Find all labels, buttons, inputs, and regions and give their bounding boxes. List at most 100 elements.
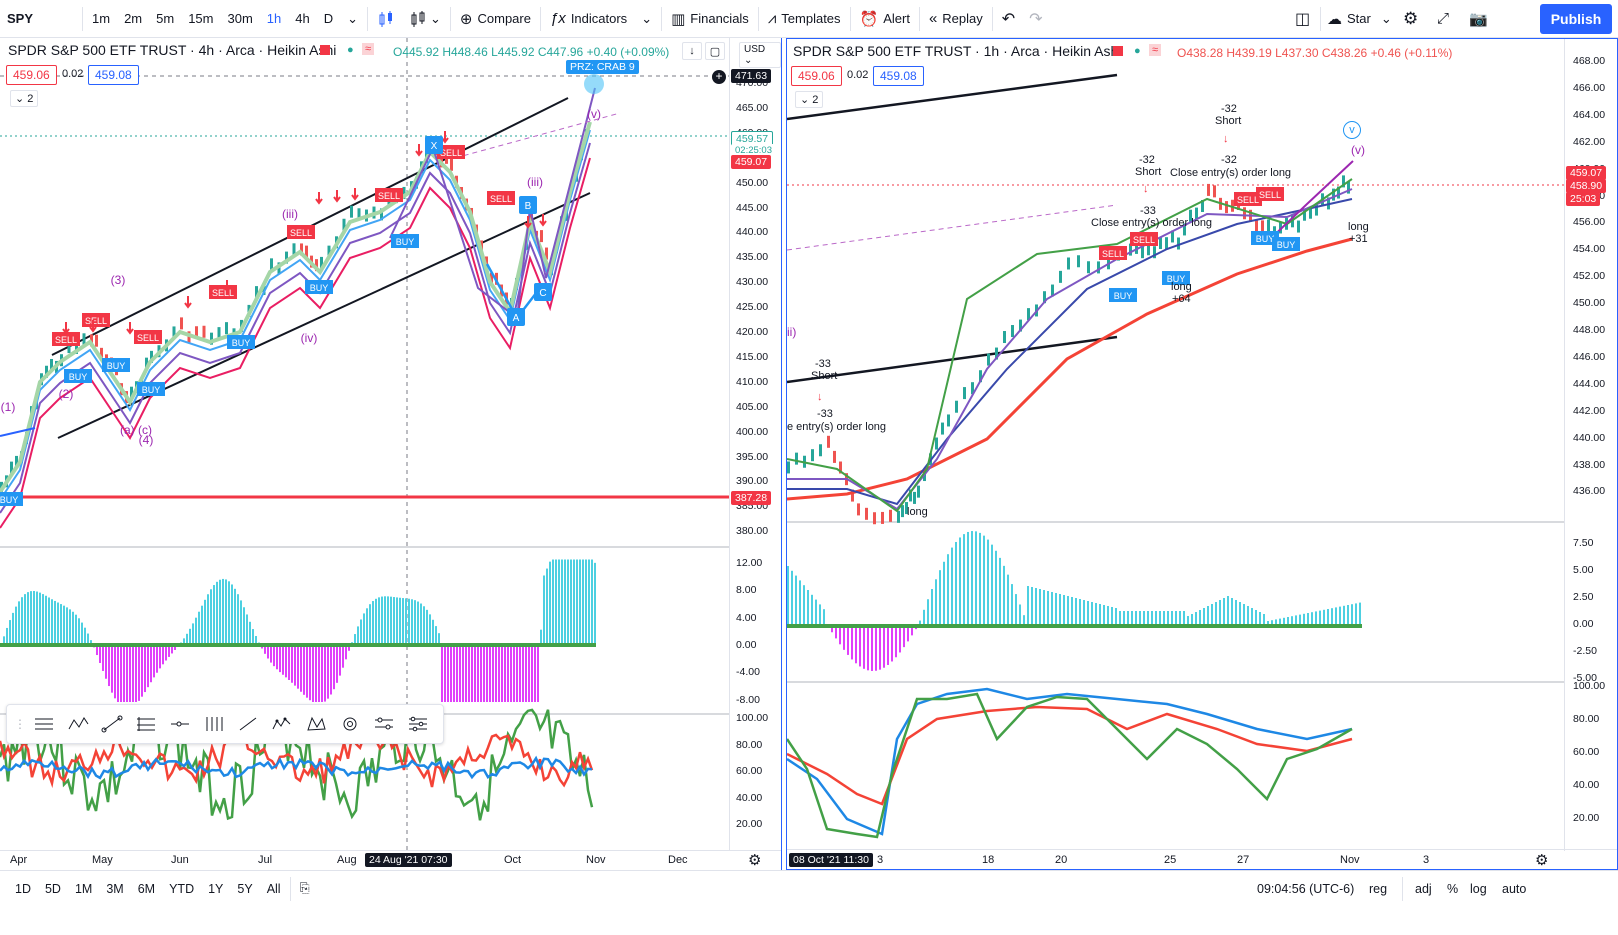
log-scale-button[interactable]: log xyxy=(1470,881,1487,896)
histogram-bar xyxy=(1159,611,1161,626)
histogram-bar xyxy=(847,626,849,655)
session-button[interactable]: reg xyxy=(1369,881,1388,896)
collapse-indicators-button[interactable]: ⌄ 2 xyxy=(795,91,824,108)
time-label: 3 xyxy=(877,854,884,866)
histogram-bar xyxy=(270,645,272,663)
xabcd-icon[interactable] xyxy=(299,709,333,739)
interval-5m[interactable]: 5m xyxy=(156,11,175,26)
interval-2m[interactable]: 2m xyxy=(124,11,143,26)
range-5d[interactable]: 5D xyxy=(44,881,61,896)
redo-button[interactable]: ↷ xyxy=(1022,0,1049,38)
indicators-button[interactable]: ƒx Indicators xyxy=(549,10,628,27)
chevron-down-icon: ⌄ xyxy=(15,93,25,105)
range-1d[interactable]: 1D xyxy=(15,881,31,896)
add-alert-icon[interactable]: + xyxy=(712,70,726,84)
maximize-button[interactable]: ▢ xyxy=(705,42,725,60)
interval-30m[interactable]: 30m xyxy=(227,11,253,26)
scroll-down-button[interactable]: ↓ xyxy=(682,42,702,60)
wave-label: (v) xyxy=(587,107,601,121)
cloud-icon: ☁ xyxy=(1327,10,1342,28)
pattern-icon[interactable] xyxy=(61,709,95,739)
adjust-button[interactable]: adj xyxy=(1415,881,1432,896)
trendline-pen-icon[interactable] xyxy=(95,709,129,739)
settings-button[interactable]: ⚙ xyxy=(1396,0,1425,38)
interval-dropdown[interactable]: ⌄ xyxy=(340,0,365,38)
alert-button[interactable]: ⏰ Alert xyxy=(859,10,910,28)
interval-d[interactable]: D xyxy=(323,11,334,26)
replay-button[interactable]: «Replay xyxy=(928,10,983,27)
bid-price[interactable]: 459.06 xyxy=(6,65,57,85)
bar-style-button[interactable] xyxy=(370,0,402,38)
histogram-bar xyxy=(1059,594,1061,626)
interval-4h[interactable]: 4h xyxy=(295,11,310,26)
histogram-bar xyxy=(1267,621,1269,626)
horizontal-ray-icon[interactable] xyxy=(163,709,197,739)
range-ytd[interactable]: YTD xyxy=(169,881,195,896)
undo-button[interactable]: ↶ xyxy=(995,0,1022,38)
drag-handle-icon[interactable]: ⋮ xyxy=(14,717,26,731)
ask-price[interactable]: 459.08 xyxy=(88,65,139,85)
range-all[interactable]: All xyxy=(266,881,281,896)
histogram-bar xyxy=(459,645,461,702)
compare-button[interactable]: ⊕ Compare xyxy=(459,10,531,28)
clock[interactable]: 09:04:56 (UTC-6) xyxy=(1257,881,1355,896)
save-layout-button[interactable]: ☁ Star ⌄ xyxy=(1327,10,1392,28)
left-chart-canvas[interactable]: SELLSELLSELLSELLSELLSELLSELLSELLBUYBUYBU… xyxy=(0,38,782,870)
left-price-axis[interactable]: 470.00465.00460.00455.00450.00445.00440.… xyxy=(729,38,781,850)
collapse-indicators-button[interactable]: ⌄ 2 xyxy=(10,90,39,107)
go-to-date-button[interactable]: ⎘ xyxy=(293,881,317,896)
wave-icon[interactable] xyxy=(265,709,299,739)
range-1y[interactable]: 1Y xyxy=(208,881,224,896)
line-tool-icon[interactable] xyxy=(231,709,265,739)
range-5y[interactable]: 5Y xyxy=(237,881,253,896)
histogram-bar xyxy=(309,645,311,701)
currency-button[interactable]: USD ⌄ xyxy=(739,42,781,68)
bottom-toolbar: 1D 5D 1M 3M 6M YTD 1Y 5Y All ⎘ 09:04:56 … xyxy=(0,870,1618,906)
right-chart-pane[interactable]: SELL SELL SELL SELL BUY BUY BUY BUY SPDR S&P 50… xyxy=(786,38,1618,870)
interval-15m[interactable]: 15m xyxy=(188,11,214,26)
auto-scale-button[interactable]: auto xyxy=(1502,881,1527,896)
interval-1m[interactable]: 1m xyxy=(92,11,111,26)
spiral-icon[interactable] xyxy=(333,709,367,739)
moving-average xyxy=(787,178,1353,513)
symbol-search[interactable]: SPY xyxy=(7,11,34,26)
indicators-dropdown[interactable]: ⌄ xyxy=(634,0,659,38)
percent-scale-button[interactable]: % xyxy=(1447,881,1459,896)
histogram-bar xyxy=(531,645,533,702)
financials-button[interactable]: ▥ Financials xyxy=(671,10,749,28)
left-chart-pane[interactable]: SELL SELL SELL SELL SELL SELL SELL SELL BUY BUY BU… xyxy=(0,38,782,870)
ask-price[interactable]: 459.08 xyxy=(873,66,924,86)
pitchfork-icon[interactable] xyxy=(197,709,231,739)
histogram-bar xyxy=(318,645,320,702)
histogram-bar xyxy=(1251,608,1253,626)
interval-1h[interactable]: 1h xyxy=(266,11,282,26)
settings-lines-icon[interactable] xyxy=(367,709,401,739)
horizontal-lines-icon[interactable] xyxy=(27,709,61,739)
bid-price[interactable]: 459.06 xyxy=(791,66,842,86)
right-price-axis[interactable]: 468.00466.00464.00462.00460.00458.00456.… xyxy=(1564,39,1617,851)
histogram-bar xyxy=(963,534,965,626)
left-chart-title[interactable]: SPDR S&P 500 ETF TRUST · 4h · Arca · Hei… xyxy=(8,42,337,58)
publish-button[interactable]: Publish xyxy=(1540,4,1612,34)
layout-button[interactable]: ◫ xyxy=(1288,0,1317,38)
bar-timer: 02:25:03 xyxy=(731,144,776,157)
sliders-icon[interactable] xyxy=(401,709,435,739)
chart-type-button[interactable]: ⌄ xyxy=(402,0,448,38)
range-3m[interactable]: 3M xyxy=(106,881,124,896)
gear-icon[interactable]: ⚙ xyxy=(1535,852,1549,869)
histogram-bar xyxy=(171,645,173,654)
buy-signal: BUY xyxy=(1162,271,1190,285)
right-chart-title[interactable]: SPDR S&P 500 ETF TRUST · 1h · Arca · Hei… xyxy=(793,43,1122,59)
gear-icon[interactable]: ⚙ xyxy=(748,852,762,869)
right-time-axis[interactable]: 3 18 20 25 27 Nov 3 08 Oct '21 11:30 ⚙ xyxy=(787,849,1617,869)
fib-icon[interactable] xyxy=(129,709,163,739)
left-time-axis[interactable]: Apr May Jun Jul Aug Oct Nov Dec 24 Aug '… xyxy=(0,850,781,870)
fullscreen-button[interactable]: ⤢ xyxy=(1430,0,1456,38)
svg-text:BUY: BUY xyxy=(69,372,88,382)
range-6m[interactable]: 6M xyxy=(137,881,156,896)
templates-button[interactable]: ⩘ Templates xyxy=(767,10,841,27)
histogram-bar xyxy=(117,645,119,702)
range-1m[interactable]: 1M xyxy=(74,881,93,896)
screenshot-button[interactable]: 📷 xyxy=(1462,0,1495,38)
